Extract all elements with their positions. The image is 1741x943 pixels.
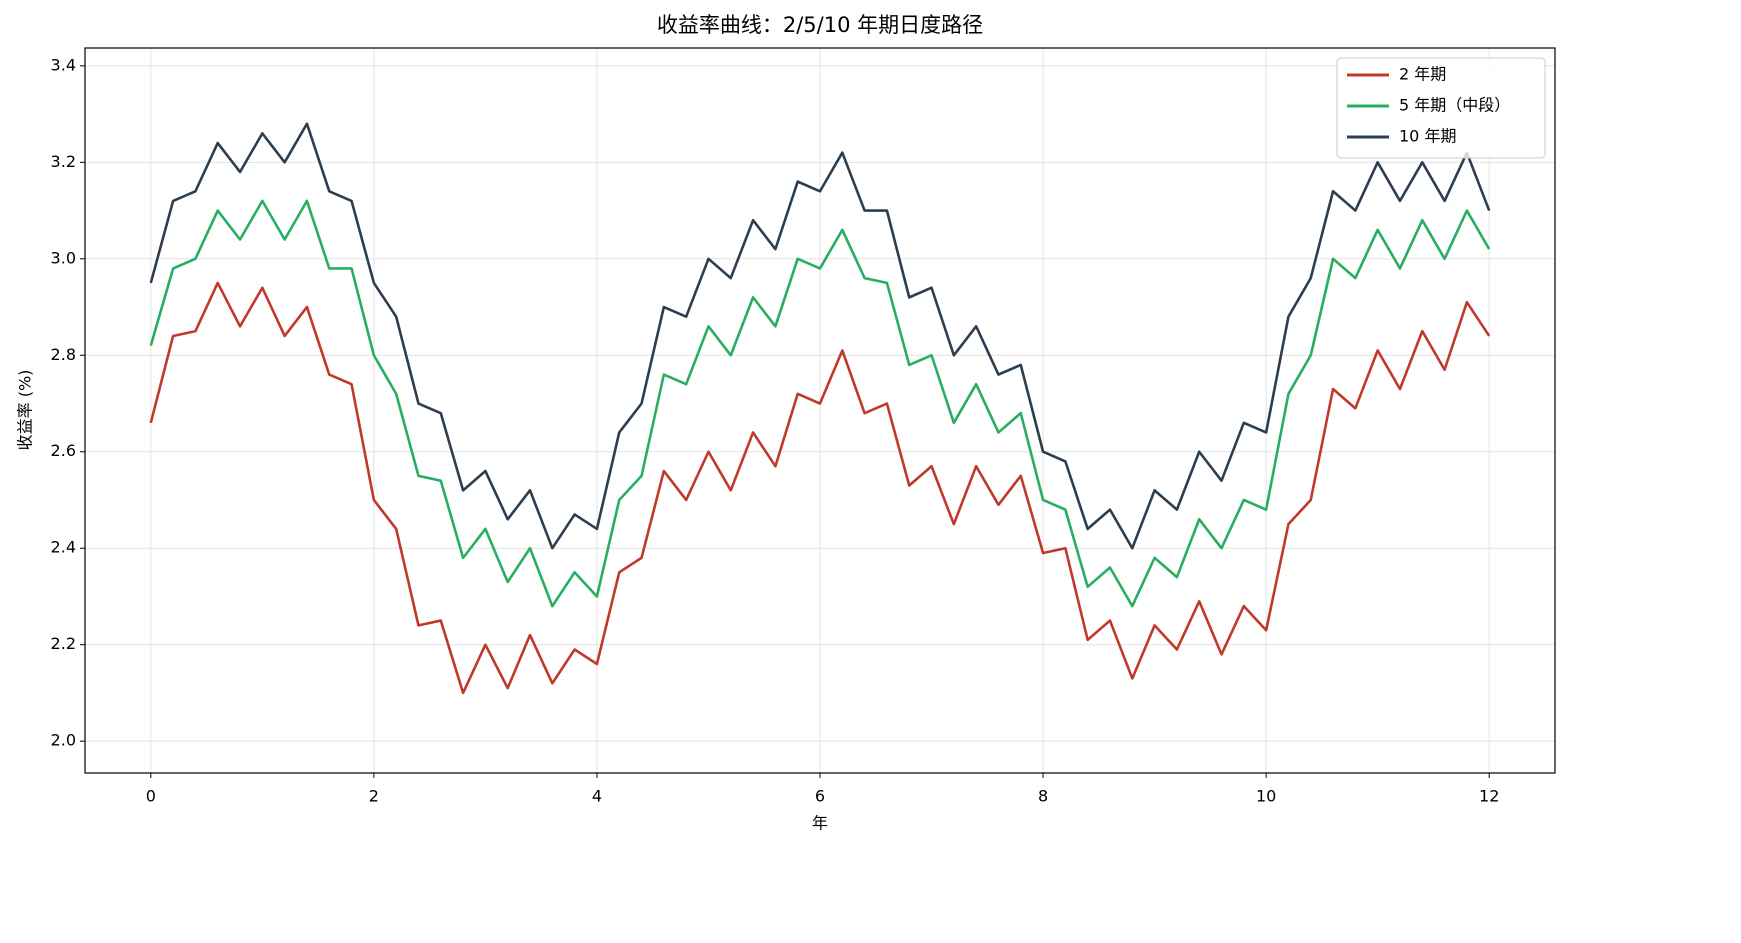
x-tick-label: 12 [1479,787,1499,806]
y-tick-label: 2.6 [51,441,76,460]
series-line [149,281,1491,695]
y-tick-label: 2.0 [51,731,76,750]
y-tick-label: 3.4 [51,55,76,74]
y-tick-label: 3.0 [51,248,76,267]
chart-title: 收益率曲线：2/5/10 年期日度路径 [657,13,983,37]
y-axis-label: 收益率 (%) [16,370,35,451]
x-tick-label: 8 [1038,787,1048,806]
x-tick-label: 0 [146,787,156,806]
legend-label: 2 年期 [1399,65,1446,84]
y-tick-label: 2.8 [51,345,76,364]
plot-frame [84,47,1556,774]
x-tick-label: 2 [369,787,379,806]
x-tick-label: 4 [592,787,602,806]
legend-label: 10 年期 [1399,127,1456,146]
x-tick-label: 10 [1256,787,1276,806]
legend-box [1336,57,1546,159]
x-axis-label: 年 [812,814,828,833]
x-tick-label: 6 [815,787,825,806]
legend-label: 5 年期（中段） [1399,96,1510,115]
y-tick-label: 2.2 [51,634,76,653]
series-line [149,122,1491,550]
y-tick-label: 3.2 [51,152,76,171]
series-line [149,199,1491,608]
y-tick-label: 2.4 [51,538,76,557]
